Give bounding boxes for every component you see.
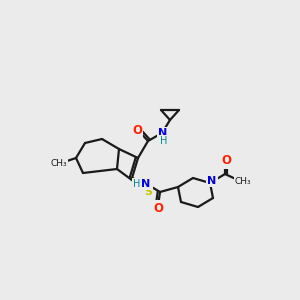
Text: O: O <box>153 202 163 214</box>
Text: CH₃: CH₃ <box>51 158 67 167</box>
Text: N: N <box>141 179 151 189</box>
Text: N: N <box>207 176 217 186</box>
Text: CH₃: CH₃ <box>235 176 251 185</box>
Text: S: S <box>144 187 152 197</box>
Text: H: H <box>133 179 141 189</box>
Text: O: O <box>221 154 231 167</box>
Text: O: O <box>132 124 142 136</box>
Text: H: H <box>160 136 168 146</box>
Text: N: N <box>158 128 168 138</box>
